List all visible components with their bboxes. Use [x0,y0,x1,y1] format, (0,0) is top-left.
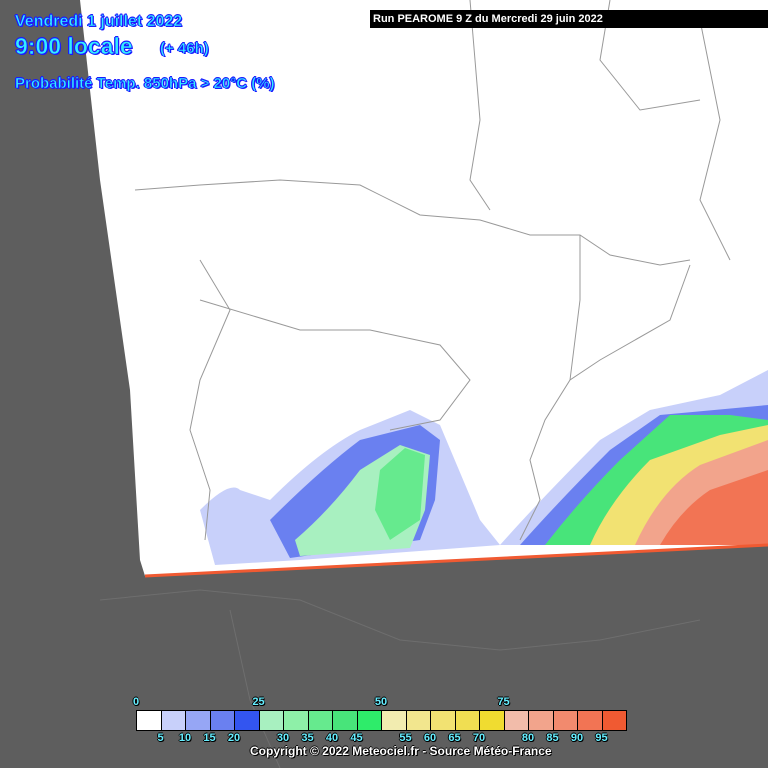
legend-swatch [235,711,260,730]
legend-swatch [553,711,578,730]
legend-swatch [284,711,309,730]
legend-label-bottom: 95 [595,732,608,744]
legend-swatch [186,711,211,730]
legend-swatch [406,711,431,730]
area-east-95 [660,470,768,545]
legend-swatch [382,711,407,730]
legend-label-bottom: 60 [423,732,437,744]
legend-label-bottom: 20 [227,732,241,744]
legend-swatch [259,711,284,730]
lead-time: (+ 46h) [160,40,209,58]
legend-swatch [308,711,333,730]
legend-swatch [578,711,603,730]
legend-label-bottom: 85 [546,732,559,744]
legend-swatch [529,711,554,730]
domain-edge [144,543,768,578]
legend-label-bottom: 70 [472,732,486,744]
legend-swatch [431,711,456,730]
legend-label-bottom: 35 [301,732,314,744]
legend-label-top: 75 [497,696,510,708]
legend-label-bottom: 65 [448,732,461,744]
legend-label-bottom: 15 [203,732,216,744]
legend-label-bottom: 30 [276,732,290,744]
legend-label-bottom: 80 [521,732,535,744]
legend-label-bottom: 45 [350,732,363,744]
probability-areas [200,370,768,565]
legend-swatch [357,711,382,730]
legend-label-top: 0 [132,696,140,708]
legend-label-bottom: 5 [157,732,164,744]
legend-swatch [480,711,505,730]
legend-swatch [333,711,358,730]
forecast-time: 9:00 locale [15,33,133,60]
forecast-date: Vendredi 1 juillet 2022 [15,13,183,31]
legend-label-bottom: 55 [399,732,412,744]
legend-label-bottom: 40 [325,732,339,744]
legend-label-bottom: 90 [570,732,584,744]
run-info: Run PEAROME 9 Z du Mercredi 29 juin 2022 [370,10,768,28]
area-40 [375,448,425,540]
legend-label-bottom: 10 [178,732,192,744]
borders [134,0,731,541]
color-legend [136,710,627,731]
legend-label-top: 50 [374,696,388,708]
legend-label-top: 25 [252,696,265,708]
parameter-title: Probabilité Temp. 850hPa > 20°C (%) [15,75,275,93]
legend-swatch [137,711,162,730]
legend-swatch [161,711,186,730]
legend-swatch [455,711,480,730]
legend-swatch [602,711,626,730]
outside-borders [99,589,701,768]
copyright: Copyright © 2022 Meteociel.fr - Source M… [250,744,552,758]
model-domain [80,0,768,576]
legend-swatch [504,711,529,730]
legend-swatch [210,711,235,730]
